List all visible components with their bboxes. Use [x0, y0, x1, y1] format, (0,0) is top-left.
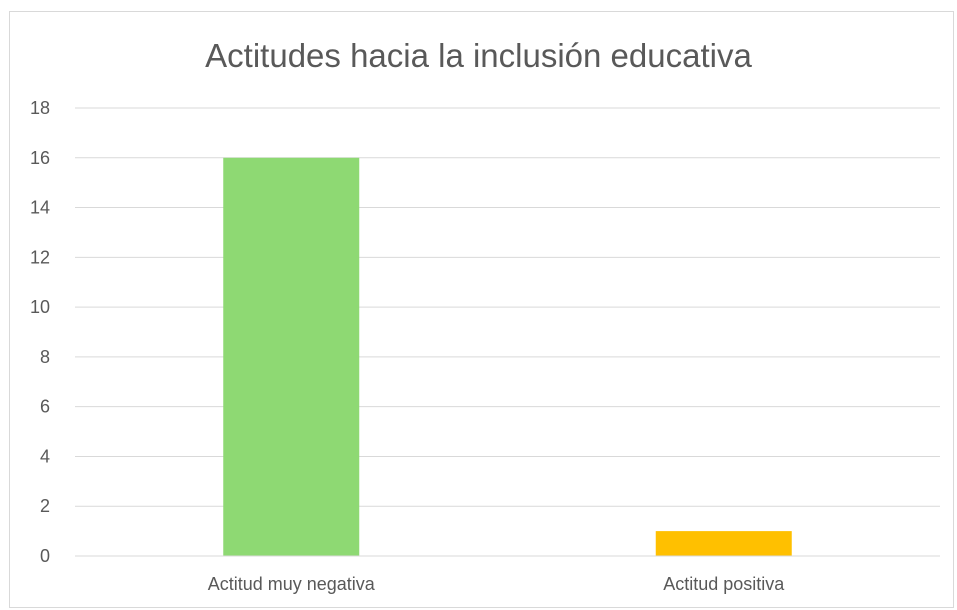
chart-title: Actitudes hacia la inclusión educativa [205, 37, 752, 74]
x-axis-categories: Actitud muy negativa Actitud positiva [208, 574, 786, 594]
y-tick-label: 12 [30, 247, 50, 267]
bars [223, 157, 792, 556]
gridlines [75, 107, 940, 507]
y-tick-label: 18 [30, 98, 50, 118]
y-tick-label: 4 [40, 446, 50, 466]
x-category-label: Actitud positiva [663, 574, 785, 594]
x-category-label: Actitud muy negativa [208, 574, 376, 594]
y-axis-ticks: 0 2 4 6 8 10 12 14 16 18 [30, 98, 50, 566]
y-tick-label: 2 [40, 496, 50, 516]
y-tick-label: 16 [30, 148, 50, 168]
y-tick-label: 6 [40, 397, 50, 417]
y-tick-label: 8 [40, 347, 50, 367]
bar-2 [655, 531, 792, 556]
bar-1 [223, 157, 360, 556]
y-tick-label: 10 [30, 297, 50, 317]
chart-frame [9, 11, 954, 608]
y-tick-label: 0 [40, 546, 50, 566]
y-tick-label: 14 [30, 198, 50, 218]
